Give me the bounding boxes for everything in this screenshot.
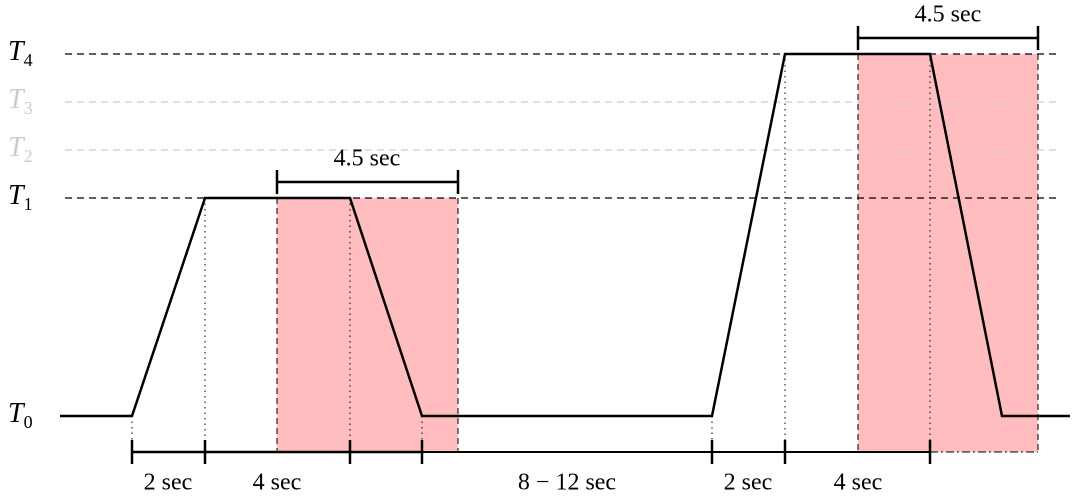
level-symbol: T bbox=[8, 132, 26, 163]
level-subscript: 4 bbox=[24, 50, 33, 70]
level-label: T4 bbox=[8, 36, 33, 70]
duration-label: 4 sec bbox=[834, 470, 883, 496]
level-label: T0 bbox=[8, 398, 33, 432]
level-symbol: T bbox=[8, 180, 26, 211]
duration-label: 2 sec bbox=[724, 470, 773, 496]
measurement-window bbox=[858, 54, 1038, 452]
level-label: T1 bbox=[8, 180, 33, 214]
temperature-profile bbox=[60, 52, 1070, 418]
window-label: 4.5 sec bbox=[334, 146, 401, 172]
level-subscript: 0 bbox=[24, 412, 33, 432]
level-subscript: 2 bbox=[24, 146, 33, 166]
measurement-window bbox=[277, 198, 458, 452]
duration-label: 4 sec bbox=[253, 470, 302, 496]
level-symbol: T bbox=[8, 398, 26, 429]
duration-label: 2 sec bbox=[144, 470, 193, 496]
level-symbol: T bbox=[8, 84, 26, 115]
time-guides bbox=[131, 54, 931, 452]
timeline bbox=[130, 440, 932, 464]
level-label: T3 bbox=[8, 84, 33, 118]
window-brackets bbox=[275, 26, 1040, 194]
level-label: T2 bbox=[8, 132, 33, 166]
level-symbol: T bbox=[8, 36, 26, 67]
window-label: 4.5 sec bbox=[915, 2, 982, 28]
level-subscript: 1 bbox=[24, 194, 33, 214]
duration-label: 8 − 12 sec bbox=[518, 470, 616, 496]
level-subscript: 3 bbox=[24, 98, 33, 118]
